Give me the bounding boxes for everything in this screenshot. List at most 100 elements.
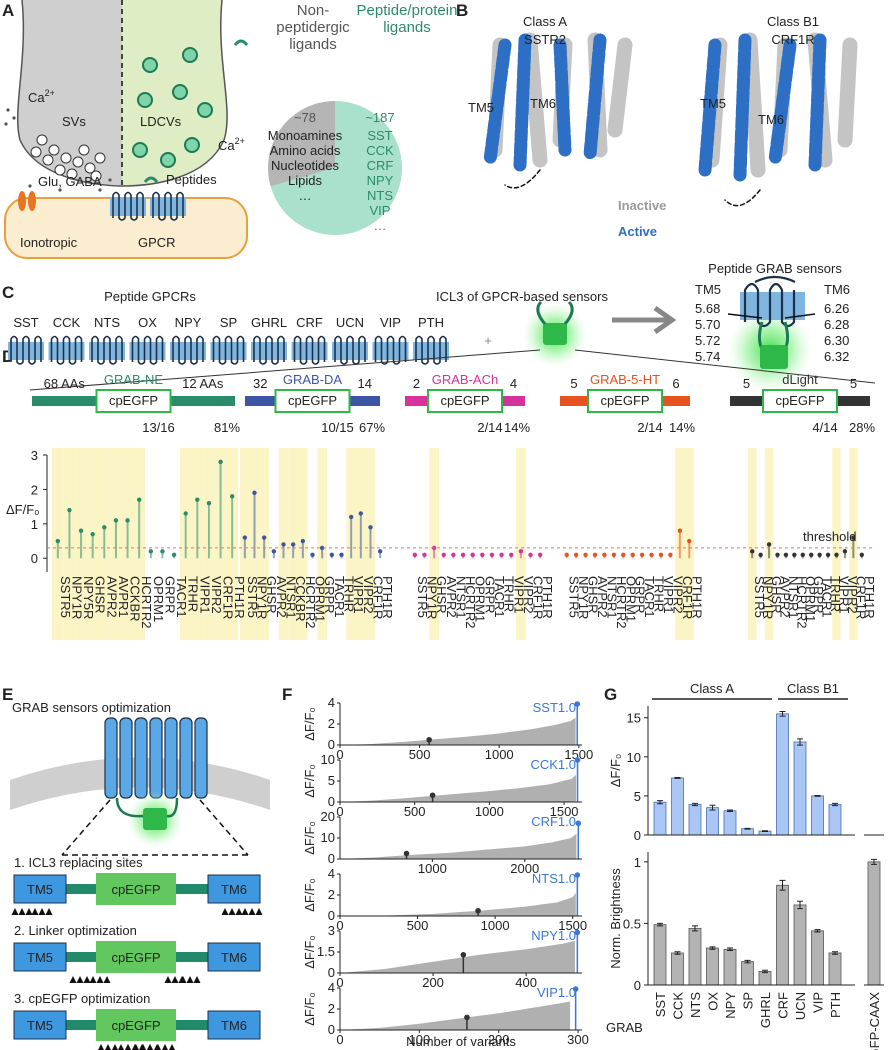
strip-point: [639, 552, 645, 557]
site-marker: [162, 1044, 168, 1050]
gpcr-icon: [88, 335, 126, 365]
bar: [758, 971, 772, 986]
site-label: 6.26: [824, 301, 849, 316]
percent: 67%: [359, 420, 385, 435]
y-tick-label: 1: [634, 855, 641, 870]
structure-title: CRF1R: [771, 32, 814, 47]
x-tick-label: 0: [336, 975, 343, 990]
y-tick-label: 0: [328, 965, 335, 980]
sensor-schematic: [10, 717, 270, 856]
strip-point: [460, 552, 466, 557]
x-axis-label: Number of variants: [406, 1034, 516, 1049]
strip-point: [518, 549, 524, 554]
x-tick-label: CCKBR: [128, 576, 143, 622]
receptor-label: CCK: [53, 315, 81, 330]
y-axis-label: ΔF/F₀: [608, 754, 623, 788]
strip-point: [775, 552, 780, 557]
strip-point: [451, 552, 456, 557]
x-tick-label: 0: [336, 1032, 343, 1047]
y-tick-label: 2: [328, 1001, 335, 1016]
area: [340, 1001, 571, 1030]
bar: [653, 924, 667, 986]
strip-point: [348, 514, 354, 520]
x-tick-label: HCRTR2: [614, 576, 629, 629]
linker-label: 2: [413, 376, 420, 391]
x-tick-label: CCK: [671, 992, 686, 1020]
strip-point: [136, 497, 142, 502]
box-label: cpEGFP: [288, 393, 337, 408]
section-title: GRAB sensors optimization: [12, 700, 171, 715]
site-marker: [132, 1044, 138, 1050]
strip-point: [825, 552, 831, 557]
site-marker: [31, 908, 39, 915]
y-tick-label: 1.5: [317, 944, 335, 959]
ion-channel: [18, 191, 26, 211]
x-tick-label: 1500: [564, 747, 593, 762]
x-tick-label: 1000: [485, 747, 514, 762]
arrow: [612, 305, 677, 335]
x-tick-label: NPY1R: [576, 576, 591, 619]
box-label: cpEGFP: [109, 393, 158, 408]
x-tick-label: 0: [336, 747, 343, 762]
percent: 14%: [504, 420, 530, 435]
site-marker: [193, 976, 201, 983]
x-tick-label: GHSR: [769, 576, 784, 614]
strip-point: [412, 552, 418, 557]
strip-point: [252, 490, 257, 496]
panel-letter: E: [2, 685, 13, 704]
x-tick-label: PTH1R: [689, 576, 704, 619]
strip-point: [171, 552, 177, 557]
site-label: 6.28: [824, 317, 849, 332]
strip-point: [573, 552, 579, 557]
strip-point: [358, 511, 364, 516]
gpcr-icon: [290, 335, 329, 365]
strip-point: [758, 552, 763, 557]
membrane: [740, 292, 805, 320]
receptor-label: NPY: [175, 315, 202, 330]
x-tick-label: TRHR: [186, 576, 201, 612]
x-tick-label: 1000: [481, 918, 510, 933]
strip-point: [148, 549, 154, 554]
panel-letter: C: [2, 283, 14, 302]
x-tick-label: NPY5R: [81, 576, 96, 619]
strip-point: [125, 518, 130, 523]
x-tick-label: NTSR1: [604, 576, 619, 619]
strip-point: [834, 552, 839, 557]
x-tick-label: AVPR2: [104, 576, 119, 618]
strip-point: [470, 552, 475, 557]
best-point: [574, 929, 581, 936]
x-tick-label: 1500: [558, 918, 587, 933]
x-tick-label: GRPR: [322, 576, 337, 614]
x-tick-label: TACR1: [174, 576, 189, 618]
y-axis-label: ΔF/F₀: [302, 821, 317, 855]
strip-point: [649, 552, 654, 557]
bar: [723, 810, 737, 836]
synapse-diagram: SVs LDCVs Ca2+ Ca2+ Glu, GABA Peptides I…: [4, 0, 249, 259]
x-tick-label: TRHR: [652, 576, 667, 612]
percent: 28%: [849, 420, 875, 435]
section-title: ICL3 of GPCR-based sensors: [436, 289, 608, 304]
linker-label: 14: [358, 376, 372, 391]
receptor-label: UCN: [336, 315, 364, 330]
legend-active: Active: [618, 224, 657, 239]
strip-point: [431, 545, 437, 551]
linker-label: 5: [570, 376, 577, 391]
site-marker: [228, 908, 236, 915]
highlight-point: [464, 1014, 470, 1021]
x-tick-label: 0: [336, 918, 343, 933]
cpegfp-box: [587, 389, 663, 413]
helix-label: TM5: [700, 96, 726, 111]
structure-title: Class B1: [767, 14, 819, 29]
strip-point: [290, 542, 296, 547]
category-caption: GRAB: [606, 1020, 643, 1035]
panel-letter: A: [2, 1, 14, 20]
box-label: TM6: [221, 1018, 247, 1033]
x-tick-label: HCRTR2: [139, 576, 154, 629]
x-tick-label: CRF: [776, 992, 791, 1019]
pie-item: NPY: [367, 173, 394, 188]
error-bar: [814, 795, 821, 797]
y-axis-label: ΔF/F₀: [302, 764, 317, 798]
highlight-band: [832, 448, 841, 640]
label: GPCR: [138, 235, 176, 250]
sensor-name: GRAB-ACh: [432, 372, 498, 387]
